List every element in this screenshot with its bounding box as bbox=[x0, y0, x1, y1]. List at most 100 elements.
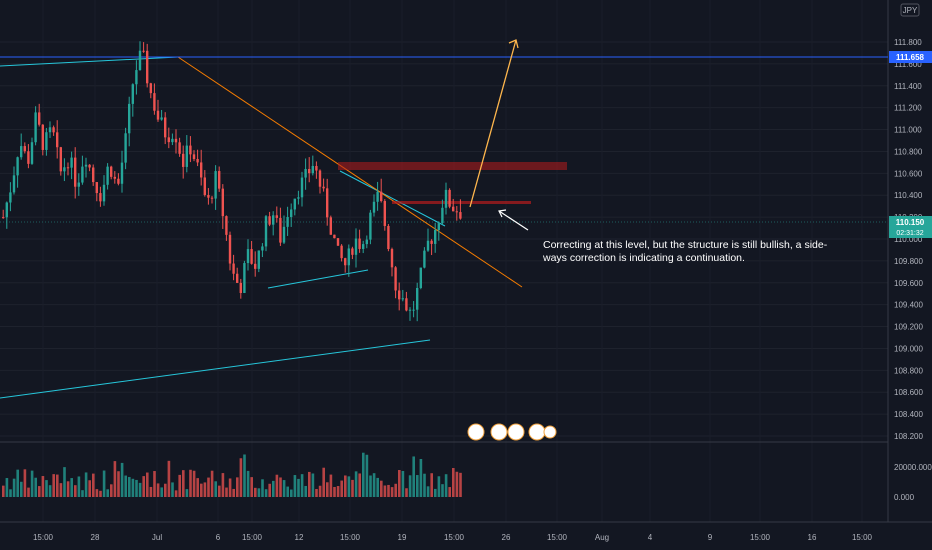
candle-body[interactable] bbox=[344, 258, 347, 266]
candle-body[interactable] bbox=[444, 189, 448, 208]
candle-body[interactable] bbox=[272, 215, 275, 225]
candle-body[interactable] bbox=[333, 234, 336, 239]
candle-body[interactable] bbox=[236, 273, 239, 283]
candle-body[interactable] bbox=[315, 165, 318, 171]
candle-body[interactable] bbox=[41, 124, 44, 150]
candle-body[interactable] bbox=[408, 309, 412, 311]
candle-body[interactable] bbox=[228, 234, 232, 264]
candle-body[interactable] bbox=[398, 290, 401, 300]
candle-body[interactable] bbox=[84, 164, 88, 167]
candle-body[interactable] bbox=[45, 132, 48, 150]
candle-body[interactable] bbox=[225, 216, 228, 235]
candle-body[interactable] bbox=[452, 206, 455, 212]
candle-body[interactable] bbox=[171, 138, 174, 143]
candle-body[interactable] bbox=[455, 211, 458, 213]
candle-body[interactable] bbox=[106, 166, 109, 185]
candle-body[interactable] bbox=[178, 142, 181, 154]
candle-body[interactable] bbox=[164, 117, 167, 138]
candle-body[interactable] bbox=[20, 146, 23, 158]
descending-trend-line[interactable] bbox=[177, 56, 523, 288]
event-flag-icon[interactable] bbox=[543, 425, 557, 439]
candle-body[interactable] bbox=[34, 112, 37, 143]
annotation-pointer-arrow[interactable] bbox=[498, 210, 529, 231]
candle-body[interactable] bbox=[128, 103, 131, 134]
candle-body[interactable] bbox=[9, 192, 12, 203]
candle-body[interactable] bbox=[257, 250, 260, 269]
candle-body[interactable] bbox=[426, 240, 430, 251]
candle-body[interactable] bbox=[390, 249, 394, 268]
candle-body[interactable] bbox=[221, 188, 224, 217]
candle-body[interactable] bbox=[290, 209, 293, 218]
candle-body[interactable] bbox=[239, 282, 242, 293]
candle-body[interactable] bbox=[304, 168, 307, 178]
candle-body[interactable] bbox=[372, 201, 376, 213]
candle-body[interactable] bbox=[156, 110, 160, 120]
candle-body[interactable] bbox=[192, 154, 196, 160]
candle-body[interactable] bbox=[135, 70, 138, 85]
candle-body[interactable] bbox=[293, 198, 296, 210]
candle-body[interactable] bbox=[297, 197, 300, 199]
current-price-label[interactable]: 110.150 02:31:32 bbox=[889, 216, 932, 238]
candle-body[interactable] bbox=[77, 182, 80, 187]
candle-body[interactable] bbox=[218, 171, 221, 189]
projection-arrow[interactable] bbox=[469, 39, 517, 208]
candle-body[interactable] bbox=[210, 197, 214, 199]
minor-support-line[interactable] bbox=[267, 269, 369, 289]
candle-body[interactable] bbox=[88, 164, 91, 168]
candle-body[interactable] bbox=[124, 133, 127, 163]
candle-body[interactable] bbox=[146, 50, 149, 84]
candle-body[interactable] bbox=[441, 207, 444, 224]
candle-body[interactable] bbox=[275, 215, 278, 218]
minor-resistance-zone[interactable] bbox=[392, 201, 531, 204]
candle-body[interactable] bbox=[394, 267, 397, 291]
candle-body[interactable] bbox=[70, 157, 73, 168]
candle-body[interactable] bbox=[423, 250, 426, 268]
candle-body[interactable] bbox=[74, 157, 77, 187]
candle-body[interactable] bbox=[329, 217, 332, 235]
candle-body[interactable] bbox=[416, 287, 419, 310]
candle-body[interactable] bbox=[5, 202, 8, 218]
candle-body[interactable] bbox=[30, 142, 34, 164]
candle-body[interactable] bbox=[131, 84, 134, 104]
price-axis[interactable]: 111.800 111.600 111.400 111.200 111.000 110.8… bbox=[894, 38, 923, 441]
candle-body[interactable] bbox=[214, 171, 217, 199]
candle-body[interactable] bbox=[200, 162, 203, 178]
candle-body[interactable] bbox=[207, 194, 210, 198]
candle-body[interactable] bbox=[286, 217, 289, 227]
candle-body[interactable] bbox=[354, 238, 358, 255]
candle-body[interactable] bbox=[351, 248, 354, 255]
candle-body[interactable] bbox=[430, 240, 433, 244]
candle-body[interactable] bbox=[246, 249, 250, 264]
candle-body[interactable] bbox=[340, 245, 343, 259]
candle-body[interactable] bbox=[113, 176, 116, 179]
candle-body[interactable] bbox=[23, 146, 26, 152]
candle-body[interactable] bbox=[185, 145, 188, 167]
candle-body[interactable] bbox=[27, 151, 30, 164]
lower-channel-line[interactable] bbox=[0, 339, 431, 399]
candle-body[interactable] bbox=[48, 127, 52, 133]
candle-body[interactable] bbox=[279, 217, 282, 243]
candle-body[interactable] bbox=[347, 248, 350, 266]
candle-body[interactable] bbox=[99, 193, 102, 202]
candle-body[interactable] bbox=[167, 137, 170, 143]
candle-body[interactable] bbox=[12, 175, 16, 193]
candle-body[interactable] bbox=[110, 166, 113, 177]
candle-body[interactable] bbox=[369, 212, 372, 240]
candle-body[interactable] bbox=[318, 170, 322, 187]
candle-body[interactable] bbox=[59, 147, 62, 172]
candle-body[interactable] bbox=[16, 157, 19, 176]
candle-body[interactable] bbox=[308, 168, 311, 174]
candle-body[interactable] bbox=[66, 167, 70, 169]
candle-body[interactable] bbox=[2, 217, 5, 219]
resistance-zone[interactable] bbox=[338, 162, 567, 170]
candle-body[interactable] bbox=[160, 117, 163, 120]
candle-body[interactable] bbox=[311, 165, 314, 174]
candle-body[interactable] bbox=[419, 267, 422, 288]
candle-body[interactable] bbox=[95, 182, 98, 194]
candle-body[interactable] bbox=[117, 178, 120, 184]
candle-body[interactable] bbox=[52, 127, 55, 133]
candle-body[interactable] bbox=[250, 249, 253, 264]
upper-channel-line[interactable] bbox=[0, 56, 179, 67]
event-flag-icon[interactable] bbox=[467, 423, 485, 441]
candle-body[interactable] bbox=[81, 166, 84, 183]
